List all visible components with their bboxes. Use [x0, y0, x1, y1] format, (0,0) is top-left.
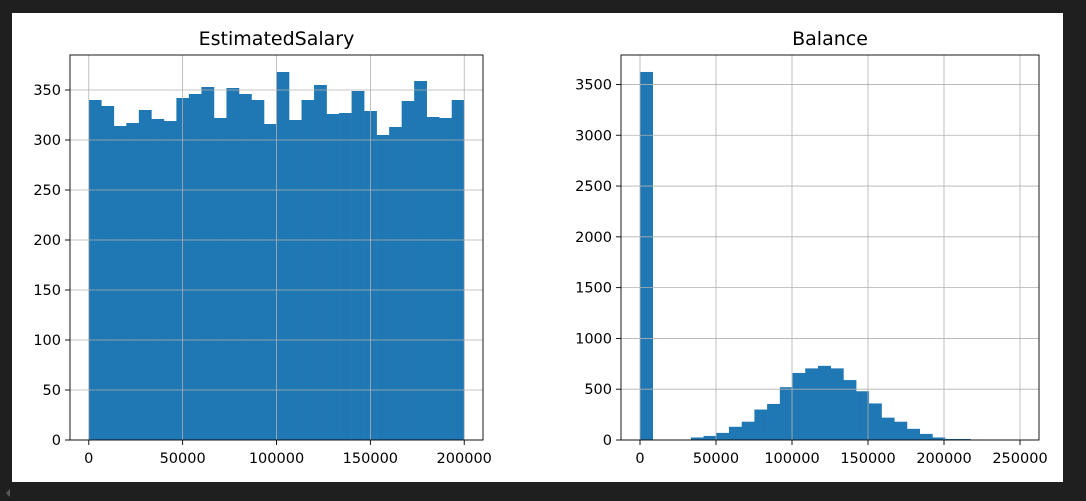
bars [640, 71, 1022, 440]
bar [276, 72, 290, 440]
x-tick-label: 200000 [437, 451, 492, 467]
y-tick-label: 3500 [575, 77, 612, 93]
bar [101, 106, 115, 440]
y-tick-label: 50 [43, 383, 61, 399]
y-tick-label: 0 [52, 433, 61, 449]
bar [703, 435, 717, 440]
bar [376, 135, 390, 440]
x-tick-label: 150000 [343, 451, 398, 467]
bar [881, 417, 895, 440]
bar [201, 87, 215, 440]
bar [767, 403, 781, 440]
x-tick-label: 100000 [764, 451, 819, 467]
bar [805, 368, 819, 440]
chart-title: Balance [792, 28, 868, 50]
bar [301, 100, 315, 440]
scroll-left-arrow-icon[interactable] [6, 489, 10, 497]
grid [70, 55, 483, 441]
y-tick-label: 0 [603, 433, 612, 449]
x-tick-label: 100000 [249, 451, 304, 467]
y-tick-label: 2500 [575, 179, 612, 195]
y-tick-label: 500 [584, 382, 612, 398]
y-tick-label: 300 [33, 133, 61, 149]
y-tick-label: 200 [33, 233, 61, 249]
bar [894, 421, 908, 440]
bar [289, 120, 302, 440]
bar [263, 124, 277, 440]
bar [238, 94, 252, 440]
bar [741, 421, 755, 440]
bar [401, 101, 415, 440]
x-tick-label: 50000 [693, 451, 739, 467]
bar [326, 114, 340, 440]
histogram-figure: 0 50000 100000 150000 2000000501001502002503… [33, 28, 1048, 467]
bar [226, 88, 240, 440]
bar [957, 438, 971, 440]
bar [716, 432, 730, 440]
bar [151, 119, 165, 440]
x-tick-label: 50000 [160, 451, 206, 467]
bar [414, 81, 427, 440]
chart-title: EstimatedSalary [199, 28, 355, 50]
bar [339, 113, 352, 440]
bars [88, 72, 465, 440]
bar [351, 91, 365, 440]
bar [779, 387, 793, 440]
figure: 0 50000 100000 150000 200000 0 50 100 150 200 250 3… [12, 13, 1063, 482]
axes-frame [620, 54, 1040, 441]
bar [213, 118, 227, 440]
y-tick-label: 3000 [575, 128, 612, 144]
bar [640, 71, 654, 440]
bar [817, 365, 831, 440]
y-tick-label: 150 [33, 283, 61, 299]
subplot-2: 0 50000 100000 150000 200000 250000 0 500 1000 15… [575, 28, 1048, 467]
bar [314, 85, 327, 440]
bar [451, 100, 465, 440]
bar [126, 123, 140, 440]
y-tick-label: 100 [33, 333, 61, 349]
bar [945, 438, 959, 440]
bar [88, 100, 102, 440]
bar [792, 372, 806, 440]
y-tick-label: 1000 [575, 331, 612, 347]
x-tick-label: 250000 [992, 451, 1047, 467]
subplot-1: 0 50000 100000 150000 200000 0 50 100 150 200 250 3… [33, 28, 492, 467]
bar [830, 368, 844, 440]
x-tick-label: 200000 [916, 451, 971, 467]
y-tick-label: 350 [33, 83, 61, 99]
bar [932, 437, 946, 440]
bar [426, 117, 440, 440]
bar [138, 110, 152, 440]
bar [868, 403, 882, 440]
bar [163, 121, 177, 440]
y-tick-label: 250 [33, 183, 61, 199]
bar [113, 126, 127, 440]
bar [856, 391, 870, 440]
x-tick-label: 150000 [840, 451, 895, 467]
bar [728, 426, 742, 440]
bar [439, 118, 452, 440]
bar [188, 94, 202, 440]
bar [906, 428, 920, 440]
x-tick-label: 0 [84, 451, 93, 467]
x-tick-label: 0 [635, 451, 644, 467]
bar [754, 409, 768, 440]
bar [919, 433, 933, 440]
bar [251, 100, 265, 440]
bar [690, 437, 704, 440]
bar [843, 380, 857, 440]
bar [389, 127, 402, 440]
y-tick-label: 1500 [575, 281, 612, 297]
y-tick-label: 2000 [575, 230, 612, 246]
